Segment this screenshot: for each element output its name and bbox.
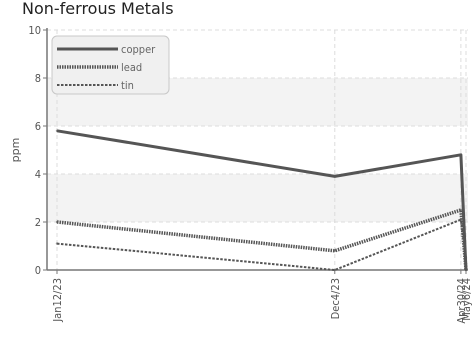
x-tick-label-3: May6/24: [460, 278, 473, 321]
series-line-lead: [56, 208, 468, 271]
x-tick-label-0: Jan12/23: [51, 278, 64, 323]
point-lead-3: [464, 268, 468, 272]
y-axis-label: ppm: [9, 138, 22, 163]
y-tick-label-4: 4: [35, 168, 41, 181]
legend-label-lead: lead: [121, 61, 142, 74]
y-tick-label-0: 0: [35, 264, 41, 277]
legend-label-copper: copper: [121, 43, 156, 56]
y-tick-label-10: 10: [28, 24, 41, 37]
legend: copper lead tin: [51, 35, 170, 95]
y-tick-labels: 0 2 4 6 8 10: [28, 24, 47, 277]
point-lead-1: [333, 249, 336, 252]
point-tin-0: [55, 242, 59, 245]
chart-title: Non-ferrous Metals: [22, 0, 174, 18]
y-tick-label-6: 6: [35, 120, 41, 133]
series-lines: [55, 129, 468, 272]
y-tick-label-2: 2: [35, 216, 41, 229]
point-tin-1: [333, 268, 336, 272]
point-lead-2: [459, 208, 463, 212]
x-tick-label-1: Dec4/23: [329, 278, 342, 319]
point-tin-3: [464, 256, 468, 260]
background-bands: [47, 78, 468, 222]
y-tick-label-8: 8: [35, 72, 41, 85]
band-2-4: [47, 174, 468, 222]
point-tin-2: [459, 218, 463, 221]
point-lead-0: [55, 220, 59, 224]
point-copper-2: [459, 153, 463, 156]
legend-label-tin: tin: [121, 79, 134, 92]
series-line-copper: [56, 129, 468, 271]
series-line-tin: [56, 218, 467, 271]
point-copper-0: [55, 129, 59, 132]
axes: [46, 28, 468, 271]
point-copper-1: [333, 175, 336, 178]
x-tick-label-2: Apr30/24: [455, 278, 468, 324]
